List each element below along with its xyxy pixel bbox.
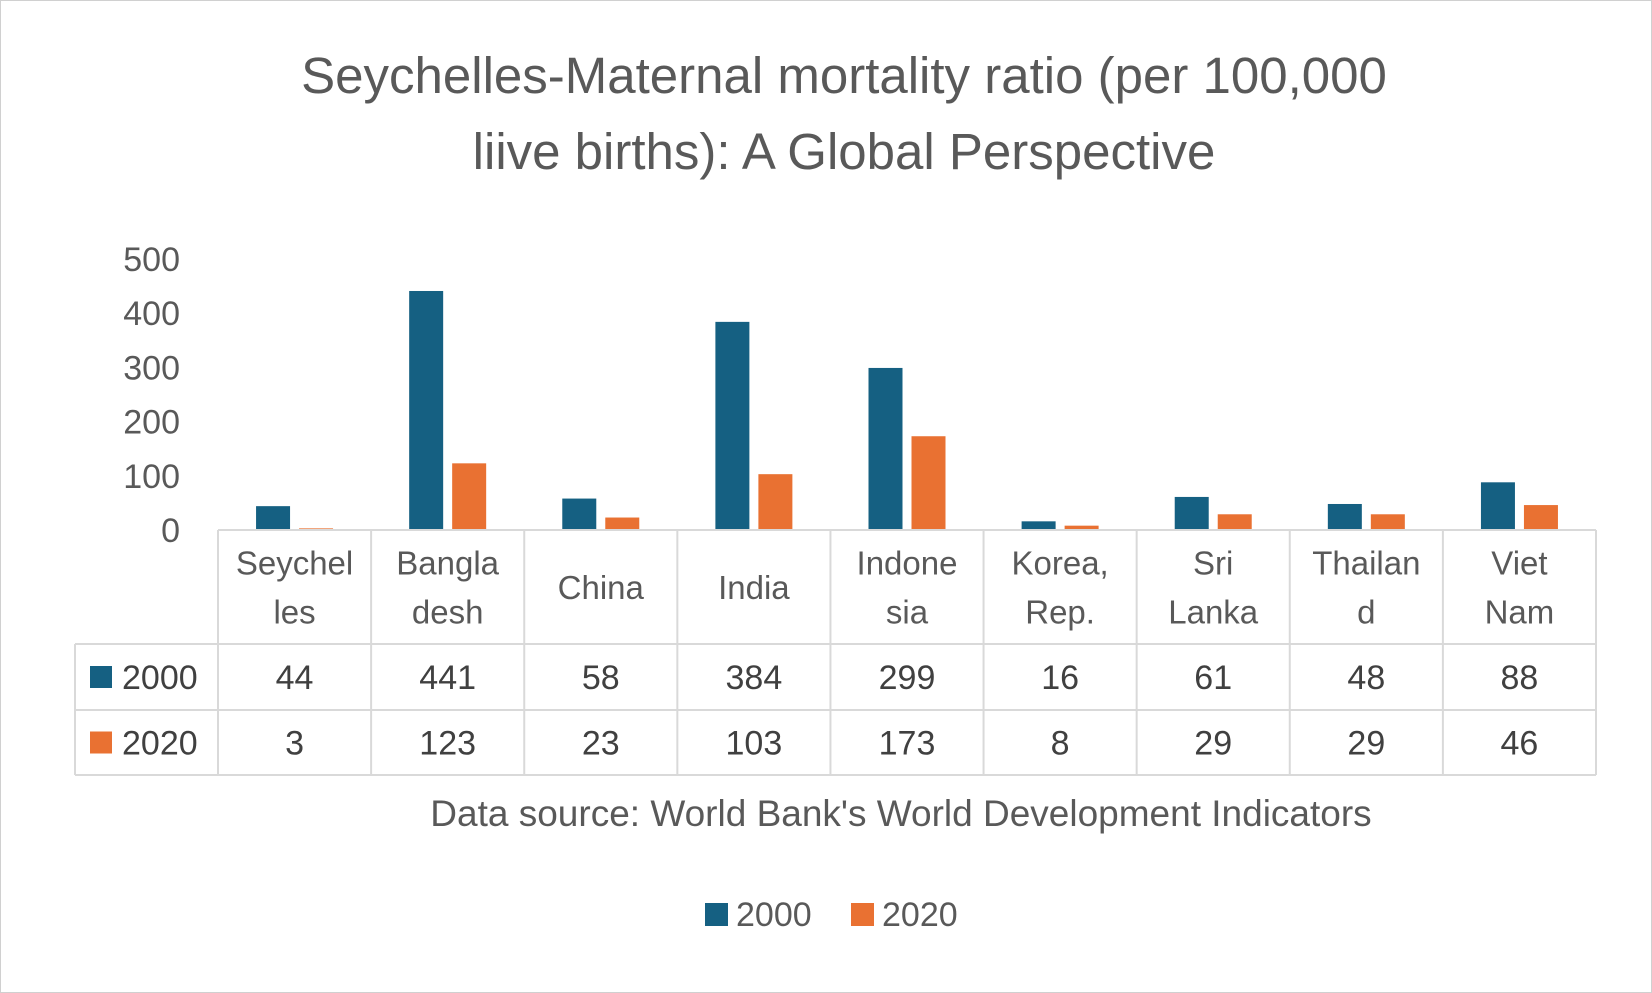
y-tick-label: 500	[123, 241, 180, 279]
category-label: Sri	[1193, 545, 1233, 582]
y-tick-label: 100	[123, 458, 180, 496]
table-cell-value: 173	[879, 725, 936, 763]
category-label: d	[1357, 594, 1375, 631]
table-legend-key-2020	[90, 731, 112, 754]
category-label: Bangla	[396, 545, 499, 582]
table-series-label: 2020	[122, 725, 198, 763]
bar-2020-thailand	[1370, 514, 1405, 530]
bar-2000-indonesia	[868, 367, 903, 530]
bar-2020-bangladesh	[452, 463, 487, 530]
table-cell-value: 44	[276, 659, 314, 697]
y-tick-label: 0	[161, 512, 180, 550]
table-cell-value: 61	[1194, 659, 1232, 697]
table-cell-value: 299	[879, 659, 936, 697]
category-label: Seychel	[236, 545, 353, 582]
table-cell-value: 88	[1501, 659, 1539, 697]
category-label: India	[718, 569, 790, 606]
bar-2020-viet-nam	[1523, 505, 1558, 530]
bar-2000-china	[562, 498, 597, 530]
table-cell-value: 8	[1051, 725, 1070, 763]
chart-title-line: liive births): A Global Perspective	[473, 123, 1216, 180]
category-label: les	[273, 594, 315, 631]
category-label: sia	[886, 594, 929, 631]
bar-2020-china	[605, 517, 640, 530]
legend-label: 2000	[736, 896, 812, 934]
category-label: Nam	[1485, 594, 1555, 631]
bar-2020-india	[758, 474, 793, 530]
legend-label: 2020	[882, 896, 958, 934]
legend-swatch-2020	[851, 903, 874, 926]
bar-2000-thailand	[1327, 503, 1362, 530]
y-tick-label: 200	[123, 404, 180, 442]
y-tick-label: 300	[123, 349, 180, 387]
table-series-label: 2000	[122, 659, 198, 697]
source-note: Data source: World Bank's World Developm…	[430, 793, 1371, 834]
category-label: desh	[412, 594, 484, 631]
table-cell-value: 441	[419, 659, 476, 697]
category-label: Korea,	[1011, 545, 1108, 582]
bar-2020-indonesia	[911, 436, 946, 530]
y-tick-label: 400	[123, 295, 180, 333]
chart-title-line: Seychelles-Maternal mortality ratio (per…	[301, 47, 1387, 104]
category-label: Thailan	[1312, 545, 1420, 582]
table-cell-value: 29	[1347, 725, 1385, 763]
bar-2000-sri-lanka	[1174, 496, 1209, 530]
bar-2000-korea-rep-	[1021, 521, 1056, 530]
table-cell-value: 29	[1194, 725, 1232, 763]
bar-2020-sri-lanka	[1217, 514, 1252, 530]
category-label: Viet	[1491, 545, 1547, 582]
table-cell-value: 384	[726, 659, 783, 697]
table-cell-value: 48	[1347, 659, 1385, 697]
category-label: Lanka	[1168, 594, 1259, 631]
category-label: Rep.	[1025, 594, 1095, 631]
bar-2000-seychelles	[256, 506, 291, 530]
table-cell-value: 16	[1041, 659, 1079, 697]
table-cell-value: 46	[1501, 725, 1539, 763]
category-label: China	[558, 569, 645, 606]
table-cell-value: 58	[582, 659, 620, 697]
bar-2020-korea-rep-	[1064, 525, 1099, 530]
table-cell-value: 123	[419, 725, 476, 763]
table-cell-value: 103	[726, 725, 783, 763]
table-cell-value: 23	[582, 725, 620, 763]
bar-2000-india	[715, 321, 750, 530]
bar-2000-bangladesh	[409, 290, 444, 530]
table-legend-key-2000	[90, 666, 112, 688]
table-cell-value: 3	[285, 725, 304, 763]
category-label: Indone	[857, 545, 958, 582]
legend-swatch-2000	[705, 903, 728, 926]
bar-2000-viet-nam	[1480, 482, 1515, 530]
